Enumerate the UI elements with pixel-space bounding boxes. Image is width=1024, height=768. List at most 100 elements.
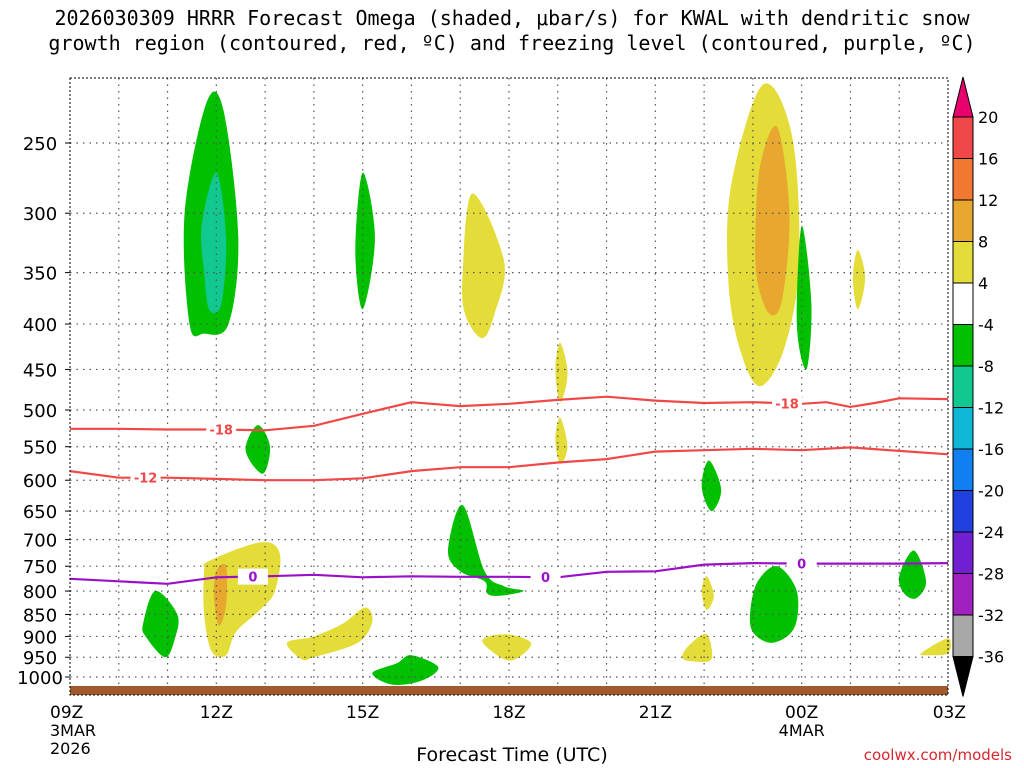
omega-region-orange-1200z-low — [213, 563, 228, 626]
x-tick-year: 2026 — [50, 739, 91, 758]
colorbar-swatch — [952, 573, 974, 616]
omega-region-yellow-0100z-upper — [852, 249, 866, 310]
colorbar-label: -20 — [978, 482, 1004, 501]
contour-label-bg — [786, 555, 817, 572]
surface-ground-band — [70, 686, 948, 695]
colorbar-label: -8 — [978, 357, 994, 376]
grid-lines — [70, 78, 948, 695]
colorbar-label: 16 — [978, 150, 998, 169]
omega-shading — [142, 83, 951, 685]
omega-region-green-1700z-low — [447, 504, 524, 596]
colorbar-swatch — [952, 490, 974, 533]
contour-label-dgz-minus18: -18 — [775, 397, 799, 412]
contour-label-freezing-level: 0 — [797, 558, 806, 573]
omega-region-green-1030z-low — [142, 590, 179, 658]
omega-region-green-2330z-low — [749, 566, 799, 643]
colorbar-top-arrow — [952, 76, 974, 118]
colorbar-swatch — [952, 282, 974, 325]
omega-region-yellow-1400z-low — [286, 607, 373, 661]
colorbar-swatch — [952, 614, 974, 657]
colorbar-label: -12 — [978, 399, 1004, 418]
colorbar-swatch — [952, 531, 974, 574]
contour-label-bg — [237, 568, 268, 585]
contour-label-freezing-level: 0 — [248, 571, 257, 586]
omega-region-yellow-1700z-upper — [462, 193, 505, 339]
omega-region-yellow-2200z-low — [682, 633, 713, 663]
y-tick-label: 650 — [23, 502, 57, 523]
y-axis: 2503003504004505005506006507007508008509… — [17, 134, 70, 689]
colorbar-label: -16 — [978, 440, 1004, 459]
contour-dgz-minus12 — [69, 446, 949, 482]
colorbar-label: 4 — [978, 274, 988, 293]
x-tick-label: 15Z — [346, 703, 379, 723]
omega-region-green-2230z-mid — [701, 460, 722, 512]
colorbar-swatch — [952, 407, 974, 450]
colorbar-label: 20 — [978, 108, 998, 127]
y-tick-label: 800 — [23, 582, 57, 603]
x-tick-date: 3MAR — [50, 721, 96, 740]
colorbar-swatch — [952, 116, 974, 159]
colorbar-label: 8 — [978, 233, 988, 252]
y-tick-label: 250 — [23, 134, 57, 155]
plot-frame — [69, 77, 949, 696]
omega-region-green-0000z-upper — [796, 225, 812, 370]
y-tick-label: 600 — [23, 471, 57, 492]
y-tick-label: 850 — [23, 605, 57, 626]
omega-region-green-1430z-upper — [355, 172, 375, 310]
colorbar: 20 16 12 8 4 -4 -8 -12 -16 -20 -24 -28 -32 -36 — [952, 76, 1004, 697]
colorbar-swatch — [952, 158, 974, 201]
chart-title: 2026030309 HRRR Forecast Omega (shaded, … — [0, 6, 1024, 56]
colorbar-swatch — [952, 448, 974, 491]
y-tick-label: 750 — [23, 557, 57, 578]
contour-lines: -18 -18 -12 0 0 0 — [69, 395, 949, 586]
contour-dgz-minus18 — [70, 395, 949, 432]
x-axis-label: Forecast Time (UTC) — [416, 744, 608, 766]
y-tick-label: 300 — [23, 204, 57, 225]
x-tick-label: 12Z — [200, 703, 233, 723]
omega-region-green-1300z-mid — [245, 425, 271, 474]
omega-region-yellow-2000z-low — [555, 417, 568, 464]
colorbar-bottom-arrow — [952, 656, 974, 697]
y-tick-label: 900 — [23, 627, 57, 648]
y-tick-label: 450 — [23, 360, 57, 381]
omega-region-orange-2330z-upper — [755, 125, 790, 316]
y-tick-label: 400 — [23, 315, 57, 336]
credit-link[interactable]: coolwx.com/models — [863, 746, 1012, 764]
chart-title-line-2: growth region (contoured, red, ºC) and f… — [48, 31, 976, 55]
x-tick-label: 09Z — [50, 703, 83, 723]
colorbar-label: -28 — [978, 565, 1004, 584]
colorbar-swatch — [952, 199, 974, 242]
y-tick-label: 500 — [23, 401, 57, 422]
colorbar-label: -4 — [978, 316, 994, 335]
omega-region-yellow-1800z-low — [482, 634, 532, 661]
omega-region-teal-1130z-upper — [201, 172, 227, 314]
contour-label-bg — [530, 569, 561, 586]
colorbar-swatch — [952, 324, 974, 367]
x-tick-label: 00Z — [785, 703, 818, 723]
x-tick-label: 18Z — [492, 703, 525, 723]
y-tick-label: 700 — [23, 531, 57, 552]
y-tick-label: 350 — [23, 264, 57, 285]
contour-label-dgz-minus12: -12 — [134, 472, 158, 487]
colorbar-swatch — [952, 365, 974, 408]
y-tick-label: 1000 — [17, 668, 63, 689]
x-tick-label: 21Z — [639, 703, 672, 723]
y-tick-label: 950 — [23, 648, 57, 669]
omega-region-yellow-2000z-mid — [555, 342, 568, 403]
colorbar-label: -36 — [978, 648, 1004, 667]
colorbar-label: -24 — [978, 523, 1004, 542]
chart-title-line-1: 2026030309 HRRR Forecast Omega (shaded, … — [54, 6, 970, 30]
colorbar-label: -32 — [978, 606, 1004, 625]
contour-label-dgz-minus18: -18 — [209, 424, 233, 439]
contour-label-bg — [130, 469, 161, 486]
contour-label-bg — [772, 395, 803, 412]
omega-region-yellow-0200z-low — [920, 638, 951, 656]
y-tick-label: 550 — [23, 438, 57, 459]
surface-band — [70, 686, 948, 695]
omega-region-yellow-2200z-mid — [701, 576, 714, 610]
colorbar-swatch — [952, 241, 974, 284]
x-tick-label: 03Z — [933, 703, 966, 723]
contour-label-freezing-level: 0 — [541, 571, 550, 586]
